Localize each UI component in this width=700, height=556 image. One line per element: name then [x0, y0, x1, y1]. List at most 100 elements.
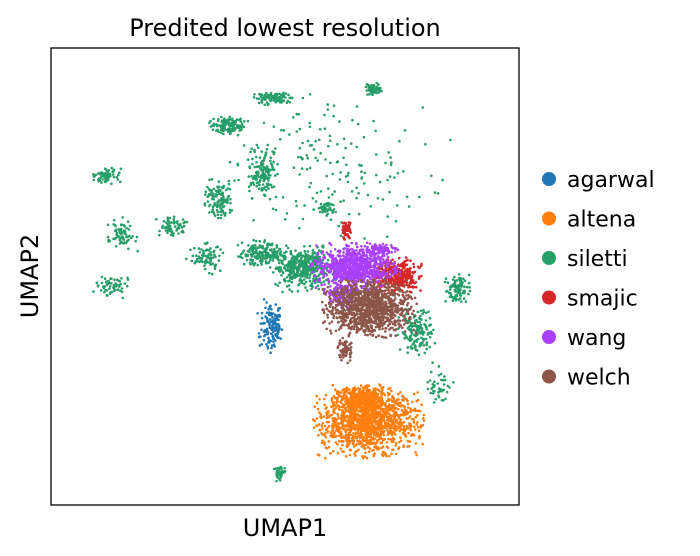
point-altena: [414, 451, 417, 454]
point-smajic: [413, 270, 417, 274]
point-siletti: [292, 166, 296, 169]
point-siletti: [201, 260, 204, 264]
point-siletti: [321, 209, 325, 212]
point-siletti: [126, 278, 130, 281]
point-siletti: [123, 282, 127, 285]
point-siletti: [200, 248, 203, 251]
point-smajic: [399, 280, 402, 283]
point-siletti: [263, 95, 266, 99]
point-siletti: [424, 337, 428, 341]
point-siletti: [238, 129, 241, 132]
point-siletti: [310, 283, 313, 287]
point-siletti: [257, 181, 260, 184]
point-wang: [320, 283, 324, 287]
point-altena: [391, 448, 395, 452]
point-altena: [319, 428, 322, 432]
point-altena: [363, 412, 367, 416]
point-altena: [382, 413, 386, 417]
point-siletti: [221, 209, 224, 212]
point-altena: [341, 450, 344, 453]
point-altena: [390, 389, 393, 393]
point-siletti: [198, 257, 201, 260]
point-siletti: [355, 145, 359, 149]
point-siletti: [275, 256, 278, 260]
point-altena: [371, 406, 375, 410]
point-altena: [372, 389, 376, 392]
point-wang: [329, 285, 332, 288]
point-siletti: [350, 190, 354, 193]
point-siletti: [240, 241, 244, 245]
point-siletti: [266, 167, 269, 170]
point-siletti: [219, 210, 222, 214]
point-siletti: [332, 114, 336, 118]
point-siletti: [426, 387, 430, 391]
point-wang: [369, 257, 373, 261]
point-altena: [396, 414, 400, 417]
point-siletti: [272, 99, 276, 102]
point-siletti: [246, 250, 250, 253]
point-siletti: [421, 333, 425, 336]
point-altena: [394, 452, 398, 456]
point-siletti: [246, 253, 249, 257]
point-altena: [315, 401, 319, 405]
point-siletti: [423, 323, 427, 327]
point-siletti: [237, 255, 240, 258]
point-siletti: [103, 290, 106, 294]
point-siletti: [226, 187, 230, 190]
point-siletti: [259, 93, 262, 96]
point-siletti: [327, 144, 330, 148]
point-siletti: [282, 99, 285, 103]
point-siletti: [428, 379, 432, 382]
point-smajic: [344, 221, 347, 225]
point-smajic: [397, 256, 401, 260]
point-siletti: [270, 163, 274, 167]
point-altena: [339, 432, 342, 436]
point-siletti: [261, 183, 265, 186]
point-siletti: [301, 262, 304, 266]
point-siletti: [332, 208, 336, 211]
point-siletti: [164, 229, 168, 232]
point-altena: [332, 407, 336, 411]
point-siletti: [223, 120, 227, 124]
point-altena: [334, 441, 338, 444]
point-altena: [336, 412, 339, 416]
point-siletti: [269, 168, 272, 172]
point-siletti: [377, 86, 381, 90]
point-siletti: [289, 252, 293, 256]
point-siletti: [213, 267, 217, 271]
point-siletti: [212, 187, 216, 191]
point-altena: [418, 436, 421, 440]
point-siletti: [126, 220, 130, 223]
point-smajic: [412, 265, 416, 269]
point-siletti: [327, 282, 331, 285]
point-smajic: [406, 272, 410, 276]
point-smajic: [407, 275, 411, 279]
point-wang: [378, 264, 382, 268]
point-agarwal: [274, 339, 277, 342]
point-siletti: [338, 178, 342, 181]
point-siletti: [119, 180, 122, 184]
point-siletti: [260, 189, 264, 192]
point-siletti: [276, 284, 280, 287]
point-siletti: [298, 146, 302, 150]
point-siletti: [451, 295, 454, 299]
point-siletti: [247, 244, 250, 247]
scatter-points: [92, 81, 472, 483]
point-siletti: [370, 85, 374, 89]
point-siletti: [296, 271, 300, 274]
point-altena: [325, 416, 329, 420]
point-altena: [344, 455, 348, 458]
point-siletti: [317, 287, 321, 291]
point-altena: [370, 441, 373, 444]
point-siletti: [301, 141, 304, 145]
point-altena: [362, 439, 366, 443]
point-siletti: [289, 260, 293, 264]
point-altena: [326, 426, 329, 430]
point-altena: [332, 434, 336, 438]
point-siletti: [118, 171, 121, 175]
point-siletti: [254, 239, 258, 243]
point-siletti: [277, 98, 281, 101]
point-siletti: [357, 212, 361, 216]
point-siletti: [167, 225, 171, 229]
point-agarwal: [264, 315, 267, 319]
